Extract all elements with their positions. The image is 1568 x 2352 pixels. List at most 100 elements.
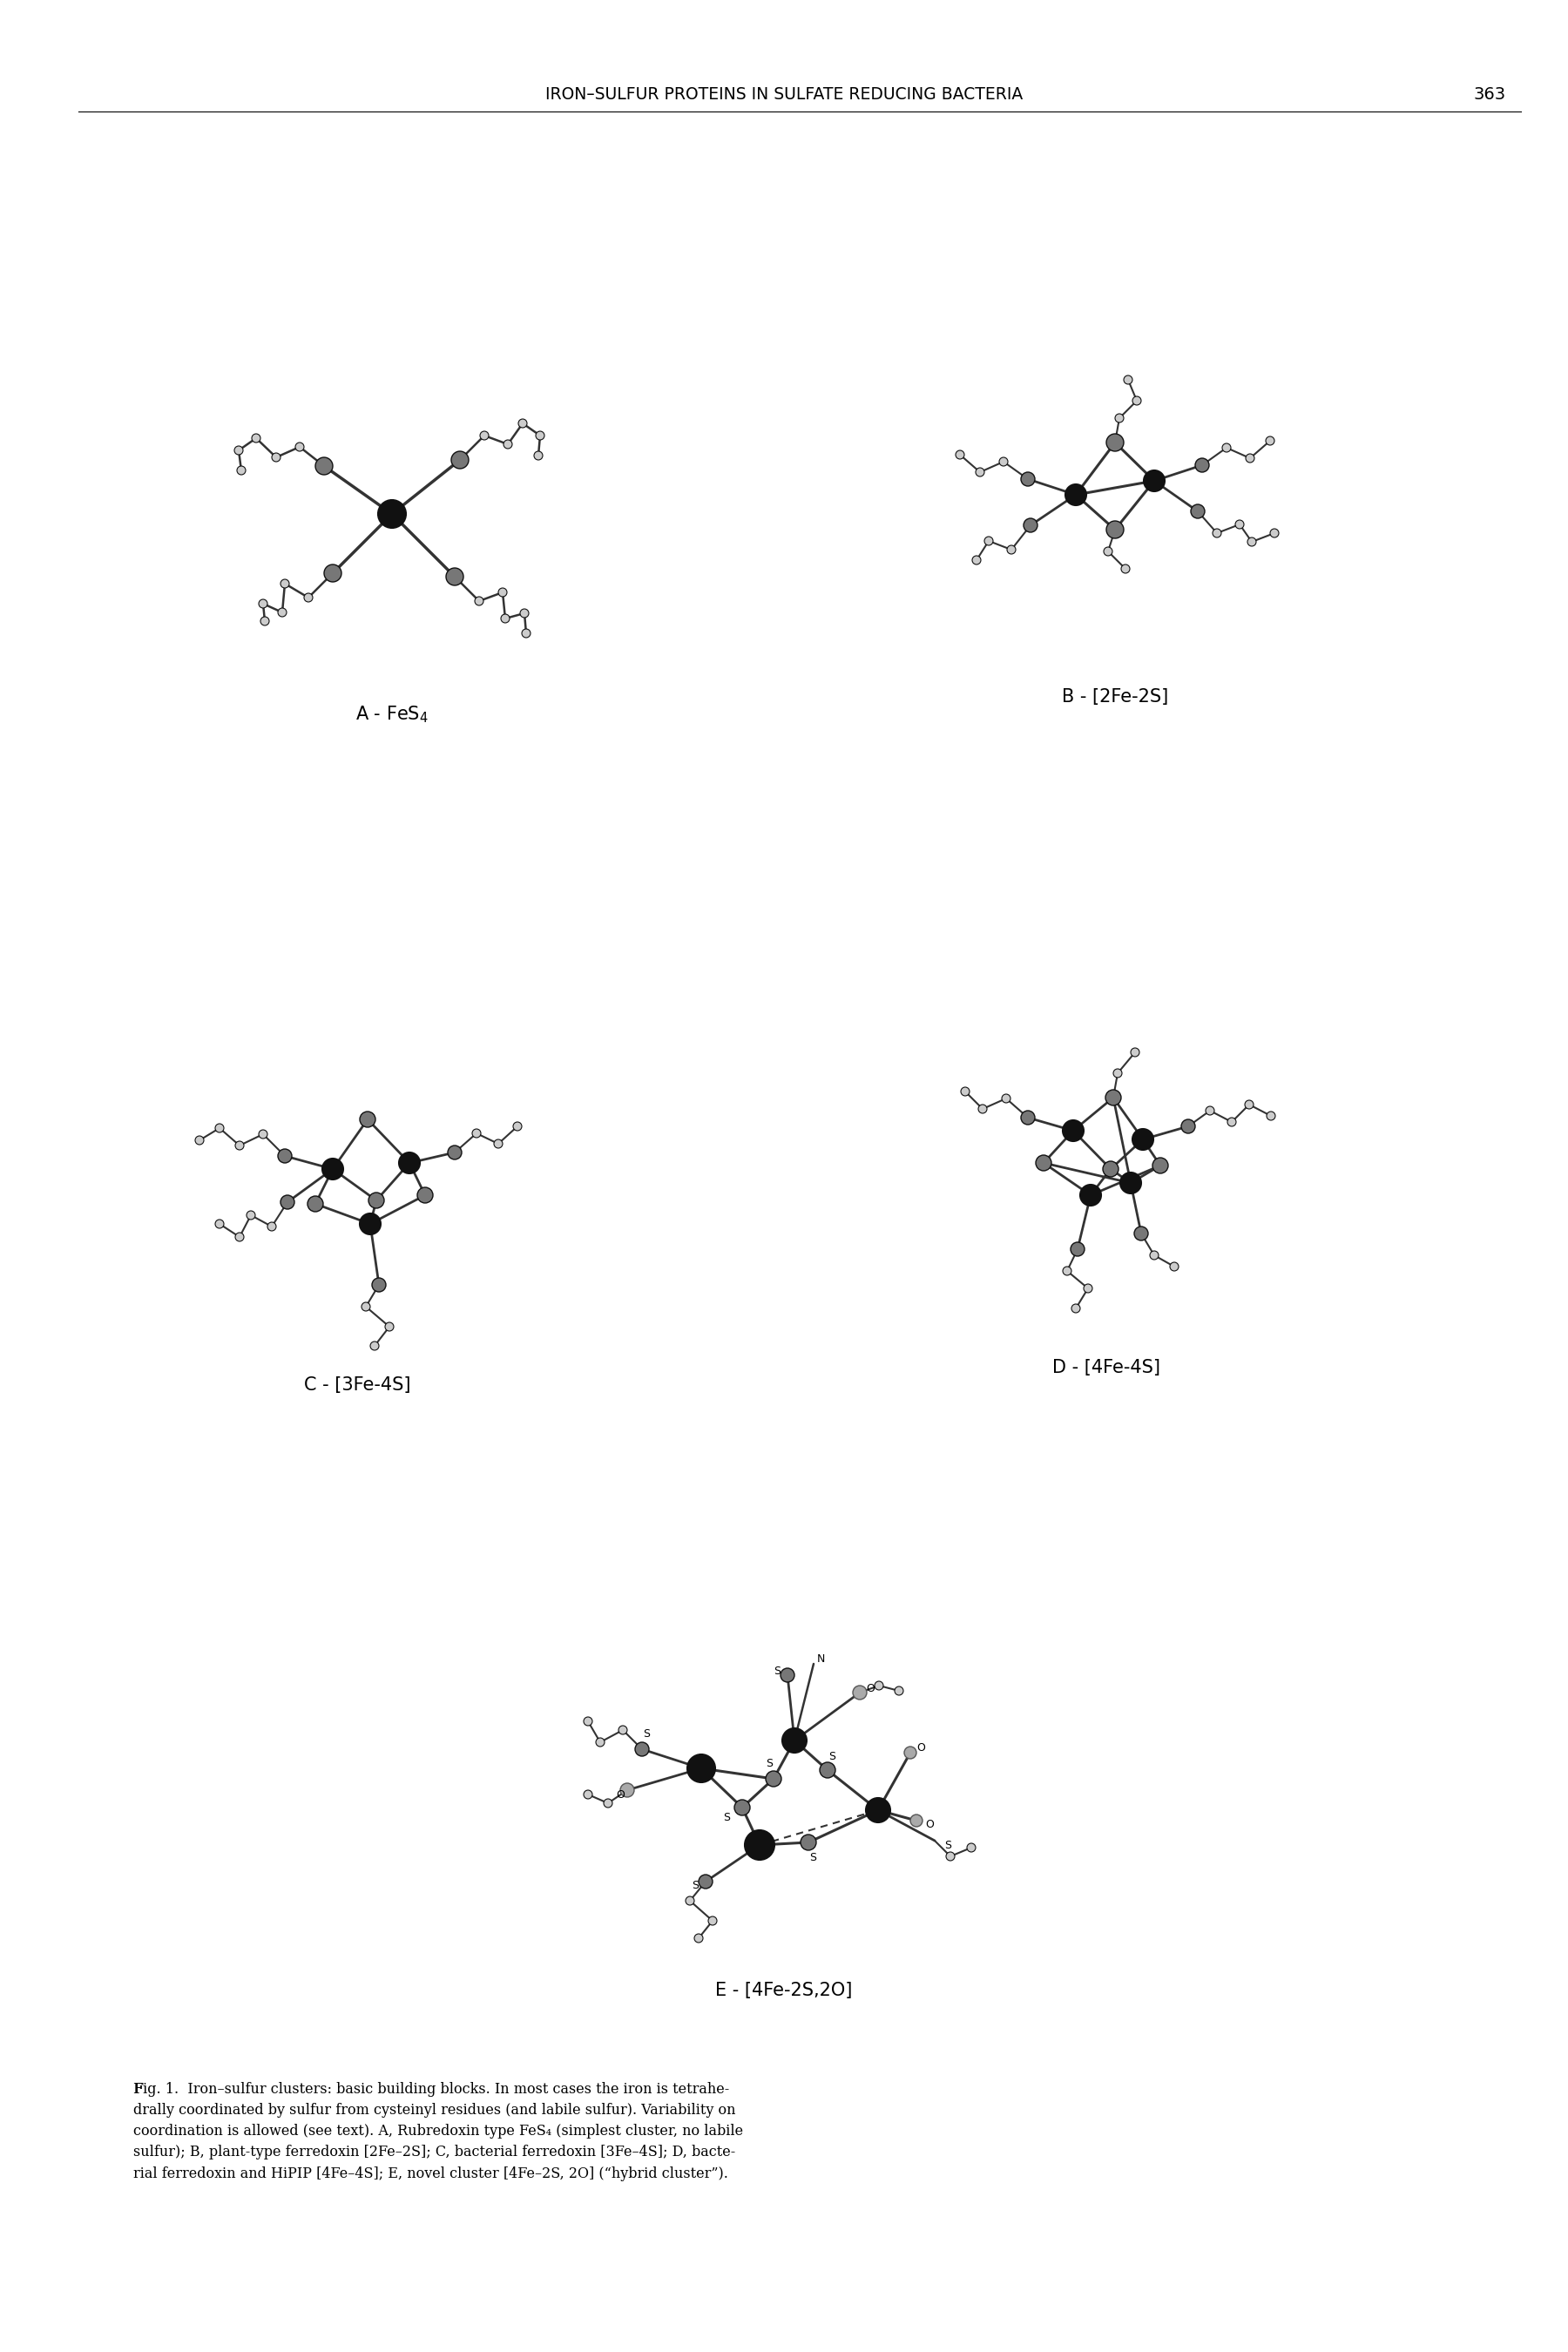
Ellipse shape xyxy=(1024,517,1038,532)
Ellipse shape xyxy=(695,1933,702,1943)
Ellipse shape xyxy=(801,1835,817,1851)
Ellipse shape xyxy=(362,1303,370,1310)
Ellipse shape xyxy=(961,1087,969,1096)
Ellipse shape xyxy=(252,433,260,442)
Ellipse shape xyxy=(417,1188,433,1202)
Ellipse shape xyxy=(1181,1120,1195,1134)
Ellipse shape xyxy=(978,1105,986,1112)
Ellipse shape xyxy=(535,452,543,461)
Text: S: S xyxy=(723,1813,731,1823)
Ellipse shape xyxy=(1115,414,1124,423)
Text: B - [2Fe-2S]: B - [2Fe-2S] xyxy=(1062,689,1168,706)
Ellipse shape xyxy=(1105,1089,1121,1105)
Ellipse shape xyxy=(323,1160,343,1178)
Ellipse shape xyxy=(1190,503,1204,517)
Ellipse shape xyxy=(972,555,982,564)
Ellipse shape xyxy=(259,600,268,609)
Ellipse shape xyxy=(687,1755,715,1783)
Ellipse shape xyxy=(1143,470,1165,492)
Text: S: S xyxy=(944,1839,952,1851)
Ellipse shape xyxy=(386,1322,394,1331)
Ellipse shape xyxy=(448,1145,461,1160)
Text: IRON–SULFUR PROTEINS IN SULFATE REDUCING BACTERIA: IRON–SULFUR PROTEINS IN SULFATE REDUCING… xyxy=(546,85,1022,103)
Ellipse shape xyxy=(452,452,469,468)
Ellipse shape xyxy=(536,430,544,440)
Ellipse shape xyxy=(1113,1068,1123,1077)
Text: S: S xyxy=(828,1752,836,1762)
Text: S: S xyxy=(691,1879,699,1891)
Ellipse shape xyxy=(1152,1157,1168,1174)
Ellipse shape xyxy=(472,1129,481,1138)
Text: S: S xyxy=(809,1853,817,1863)
Ellipse shape xyxy=(278,1150,292,1162)
Ellipse shape xyxy=(1132,1129,1154,1150)
Ellipse shape xyxy=(378,501,406,527)
Ellipse shape xyxy=(370,1341,379,1350)
Ellipse shape xyxy=(853,1686,867,1700)
Ellipse shape xyxy=(522,628,530,637)
Ellipse shape xyxy=(1036,1155,1052,1171)
Text: S: S xyxy=(773,1665,781,1677)
Ellipse shape xyxy=(1267,1112,1275,1120)
Ellipse shape xyxy=(734,1799,750,1816)
Text: O: O xyxy=(925,1820,935,1830)
Ellipse shape xyxy=(1134,1225,1148,1240)
Ellipse shape xyxy=(1071,1242,1085,1256)
Ellipse shape xyxy=(1132,397,1142,405)
Ellipse shape xyxy=(1071,1303,1080,1312)
Ellipse shape xyxy=(398,1152,420,1174)
Ellipse shape xyxy=(194,1136,204,1145)
Ellipse shape xyxy=(315,456,332,475)
Ellipse shape xyxy=(875,1682,883,1691)
Ellipse shape xyxy=(709,1917,717,1926)
Ellipse shape xyxy=(1228,1117,1236,1127)
Ellipse shape xyxy=(475,597,483,604)
Ellipse shape xyxy=(905,1748,916,1759)
Ellipse shape xyxy=(260,616,270,626)
Ellipse shape xyxy=(368,1192,384,1209)
Ellipse shape xyxy=(234,447,243,454)
Ellipse shape xyxy=(955,449,964,459)
Ellipse shape xyxy=(359,1214,381,1235)
Ellipse shape xyxy=(278,609,287,616)
Ellipse shape xyxy=(235,1232,245,1242)
Ellipse shape xyxy=(1007,546,1016,555)
Ellipse shape xyxy=(1265,437,1275,445)
Ellipse shape xyxy=(1170,1263,1179,1270)
Ellipse shape xyxy=(782,1729,806,1752)
Text: O: O xyxy=(616,1790,624,1799)
Ellipse shape xyxy=(1021,473,1035,487)
Ellipse shape xyxy=(621,1783,633,1797)
Ellipse shape xyxy=(503,440,513,449)
Ellipse shape xyxy=(946,1851,955,1860)
Ellipse shape xyxy=(596,1738,605,1748)
Ellipse shape xyxy=(259,1129,268,1138)
Ellipse shape xyxy=(1063,1268,1071,1275)
Ellipse shape xyxy=(519,419,527,428)
Ellipse shape xyxy=(1195,459,1209,473)
Ellipse shape xyxy=(1206,1105,1214,1115)
Ellipse shape xyxy=(500,614,510,623)
Ellipse shape xyxy=(513,1122,522,1131)
Ellipse shape xyxy=(246,1211,256,1221)
Ellipse shape xyxy=(1021,1110,1035,1124)
Ellipse shape xyxy=(765,1771,781,1788)
Text: E - [4Fe-2S,2O]: E - [4Fe-2S,2O] xyxy=(715,1983,853,1999)
Ellipse shape xyxy=(1212,529,1221,539)
Ellipse shape xyxy=(583,1790,593,1799)
Ellipse shape xyxy=(1236,520,1243,529)
Ellipse shape xyxy=(1102,1162,1118,1176)
Ellipse shape xyxy=(1131,1049,1140,1056)
Ellipse shape xyxy=(1104,548,1112,555)
Ellipse shape xyxy=(1065,485,1087,506)
Ellipse shape xyxy=(281,579,289,588)
Ellipse shape xyxy=(1221,445,1231,452)
Ellipse shape xyxy=(1002,1094,1010,1103)
Ellipse shape xyxy=(1121,564,1131,574)
Ellipse shape xyxy=(1083,1284,1093,1294)
Text: A - FeS$_4$: A - FeS$_4$ xyxy=(356,703,428,724)
Ellipse shape xyxy=(1149,1251,1159,1261)
Text: 363: 363 xyxy=(1474,85,1505,103)
Ellipse shape xyxy=(235,1141,245,1150)
Ellipse shape xyxy=(268,1223,276,1230)
